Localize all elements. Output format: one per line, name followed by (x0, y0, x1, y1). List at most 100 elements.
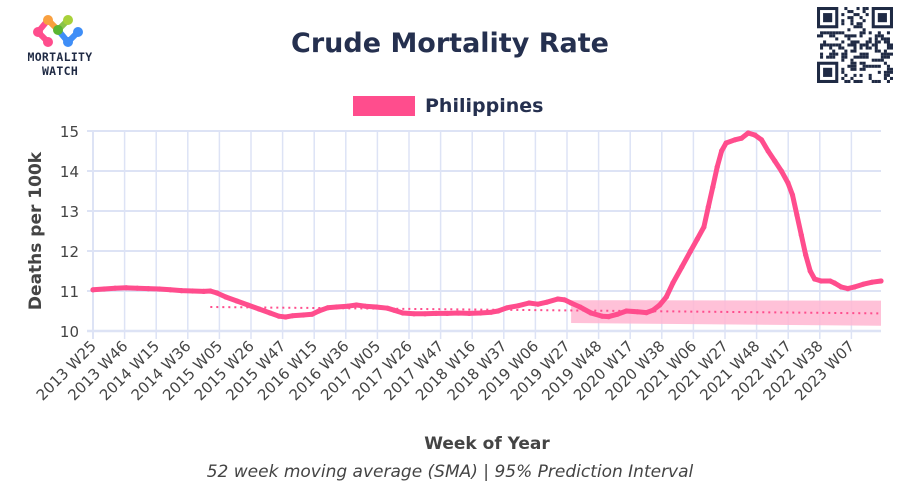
data-point[interactable] (798, 232, 804, 238)
data-point[interactable] (289, 313, 295, 319)
data-point[interactable] (444, 310, 450, 316)
qr-module (841, 52, 845, 56)
data-point[interactable] (588, 310, 594, 316)
data-point[interactable] (778, 168, 785, 174)
data-point[interactable] (555, 296, 561, 302)
data-point[interactable] (245, 302, 251, 308)
data-point[interactable] (477, 310, 483, 316)
data-point[interactable] (515, 303, 521, 309)
data-point[interactable] (765, 148, 771, 154)
data-point[interactable] (869, 279, 875, 285)
data-point[interactable] (316, 308, 322, 314)
data-point[interactable] (300, 312, 306, 318)
data-point[interactable] (400, 310, 406, 316)
data-point[interactable] (694, 236, 700, 242)
qr-code-icon[interactable] (817, 7, 893, 83)
data-point[interactable] (391, 307, 397, 313)
data-point[interactable] (657, 302, 663, 308)
data-point[interactable] (705, 204, 711, 210)
data-point[interactable] (803, 252, 809, 258)
data-point[interactable] (325, 305, 331, 311)
data-point[interactable] (276, 313, 282, 319)
data-point[interactable] (411, 311, 417, 317)
data-point[interactable] (789, 192, 796, 198)
data-point[interactable] (422, 311, 428, 317)
data-point[interactable] (362, 303, 368, 309)
data-point[interactable] (710, 184, 716, 190)
data-point[interactable] (650, 307, 656, 313)
data-point[interactable] (223, 294, 229, 300)
data-point[interactable] (234, 298, 240, 304)
data-point[interactable] (615, 311, 621, 317)
data-point[interactable] (345, 303, 351, 309)
data-point[interactable] (178, 288, 185, 294)
data-point[interactable] (679, 264, 685, 270)
data-point[interactable] (309, 311, 315, 317)
data-point[interactable] (214, 290, 220, 296)
data-point[interactable] (714, 164, 720, 170)
data-point[interactable] (643, 310, 650, 316)
data-point[interactable] (785, 180, 791, 186)
data-point[interactable] (752, 132, 758, 138)
data-point[interactable] (807, 268, 813, 274)
data-point[interactable] (433, 310, 439, 316)
data-point[interactable] (719, 148, 725, 154)
data-point[interactable] (90, 287, 96, 293)
data-point[interactable] (732, 137, 738, 143)
data-point[interactable] (745, 130, 751, 136)
data-point[interactable] (634, 309, 641, 315)
data-point[interactable] (535, 301, 541, 307)
data-point[interactable] (167, 287, 174, 293)
data-point[interactable] (758, 137, 765, 143)
y-tick-label: 13 (60, 203, 79, 221)
data-point[interactable] (701, 224, 707, 230)
data-point[interactable] (207, 288, 213, 294)
data-point[interactable] (851, 284, 858, 290)
data-point[interactable] (860, 281, 866, 287)
data-point[interactable] (739, 135, 745, 141)
data-point[interactable] (283, 314, 289, 320)
qr-module (883, 70, 887, 74)
data-point[interactable] (561, 297, 568, 303)
data-point[interactable] (723, 140, 729, 146)
data-point[interactable] (845, 286, 851, 292)
data-point[interactable] (333, 304, 340, 310)
data-point[interactable] (353, 302, 359, 308)
data-point[interactable] (606, 314, 612, 320)
data-point[interactable] (267, 310, 273, 316)
data-point[interactable] (145, 286, 151, 292)
data-point[interactable] (112, 285, 118, 291)
data-point[interactable] (623, 308, 630, 314)
data-point[interactable] (794, 212, 800, 218)
data-point[interactable] (526, 300, 532, 306)
data-point[interactable] (495, 308, 501, 314)
data-point[interactable] (827, 278, 833, 284)
data-point[interactable] (577, 304, 583, 310)
data-point[interactable] (818, 278, 824, 284)
data-point[interactable] (504, 305, 510, 311)
data-point[interactable] (599, 313, 605, 319)
data-point[interactable] (663, 294, 669, 300)
data-point[interactable] (688, 248, 694, 254)
legend-swatch-philippines[interactable] (353, 96, 415, 116)
data-point[interactable] (812, 276, 818, 282)
data-point[interactable] (256, 306, 262, 312)
data-point[interactable] (101, 286, 107, 292)
data-point[interactable] (568, 300, 574, 306)
data-point[interactable] (384, 305, 390, 311)
data-point[interactable] (466, 310, 472, 316)
data-point[interactable] (123, 285, 129, 291)
data-point[interactable] (772, 158, 778, 164)
data-point[interactable] (190, 288, 196, 294)
data-point[interactable] (455, 310, 461, 316)
data-point[interactable] (373, 304, 379, 310)
data-point[interactable] (670, 280, 676, 286)
data-point[interactable] (878, 278, 884, 284)
data-point[interactable] (156, 286, 162, 292)
data-point[interactable] (831, 280, 838, 286)
data-point[interactable] (134, 285, 140, 291)
data-point[interactable] (544, 299, 550, 305)
data-point[interactable] (838, 284, 844, 290)
data-point[interactable] (201, 288, 207, 294)
data-point[interactable] (488, 309, 494, 315)
